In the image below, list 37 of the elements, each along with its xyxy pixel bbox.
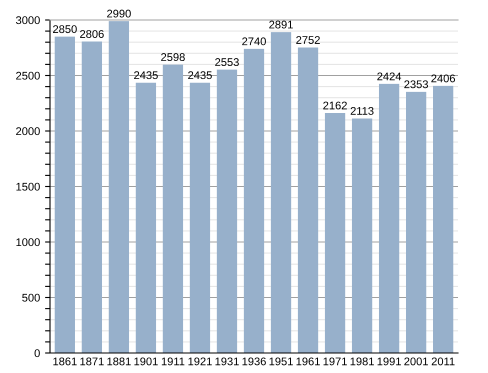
y-tick-label: 3000 [16, 16, 40, 24]
data-label: 2406 [431, 74, 456, 82]
x-tick-label: 2011 [432, 357, 455, 366]
data-label: 2850 [53, 25, 77, 34]
x-tick-label: 1991 [378, 357, 401, 366]
data-label: 2740 [242, 37, 266, 46]
x-tick-label: 1931 [215, 357, 239, 366]
y-tick-label: 2500 [16, 72, 40, 80]
x-tick-label: 1871 [80, 357, 104, 366]
data-label: 2435 [134, 71, 158, 80]
x-tick-label: 1911 [162, 357, 184, 366]
x-tick-label: 1881 [107, 357, 131, 366]
x-tick-label: 1861 [53, 357, 77, 366]
x-tick-label: 2001 [404, 357, 428, 366]
y-tick-label: 1500 [16, 182, 40, 191]
y-tick-label: 2000 [16, 127, 40, 136]
data-label: 2598 [161, 53, 185, 62]
x-tick-label: 1971 [324, 357, 347, 366]
x-tick-label: 1951 [270, 357, 293, 366]
data-label: 2990 [107, 10, 131, 18]
data-label: 2553 [215, 58, 239, 66]
data-label: 2752 [296, 36, 320, 44]
data-label: 2424 [377, 72, 402, 80]
y-tick-label: 500 [22, 294, 40, 302]
x-tick-label: 1936 [242, 357, 266, 366]
data-label: 2162 [323, 102, 347, 110]
y-tick-label: 1000 [16, 238, 40, 246]
data-label: 2806 [80, 30, 104, 38]
data-label: 2891 [269, 20, 293, 29]
x-tick-label: 1901 [134, 357, 158, 366]
x-tick-label: 1961 [296, 357, 320, 366]
data-label: 2113 [350, 107, 374, 115]
y-tick-label: 0 [34, 349, 40, 358]
data-label: 2353 [404, 80, 428, 88]
x-tick-label: 1981 [350, 357, 374, 366]
x-tick-label: 1921 [188, 357, 212, 366]
data-label: 2435 [188, 71, 212, 80]
